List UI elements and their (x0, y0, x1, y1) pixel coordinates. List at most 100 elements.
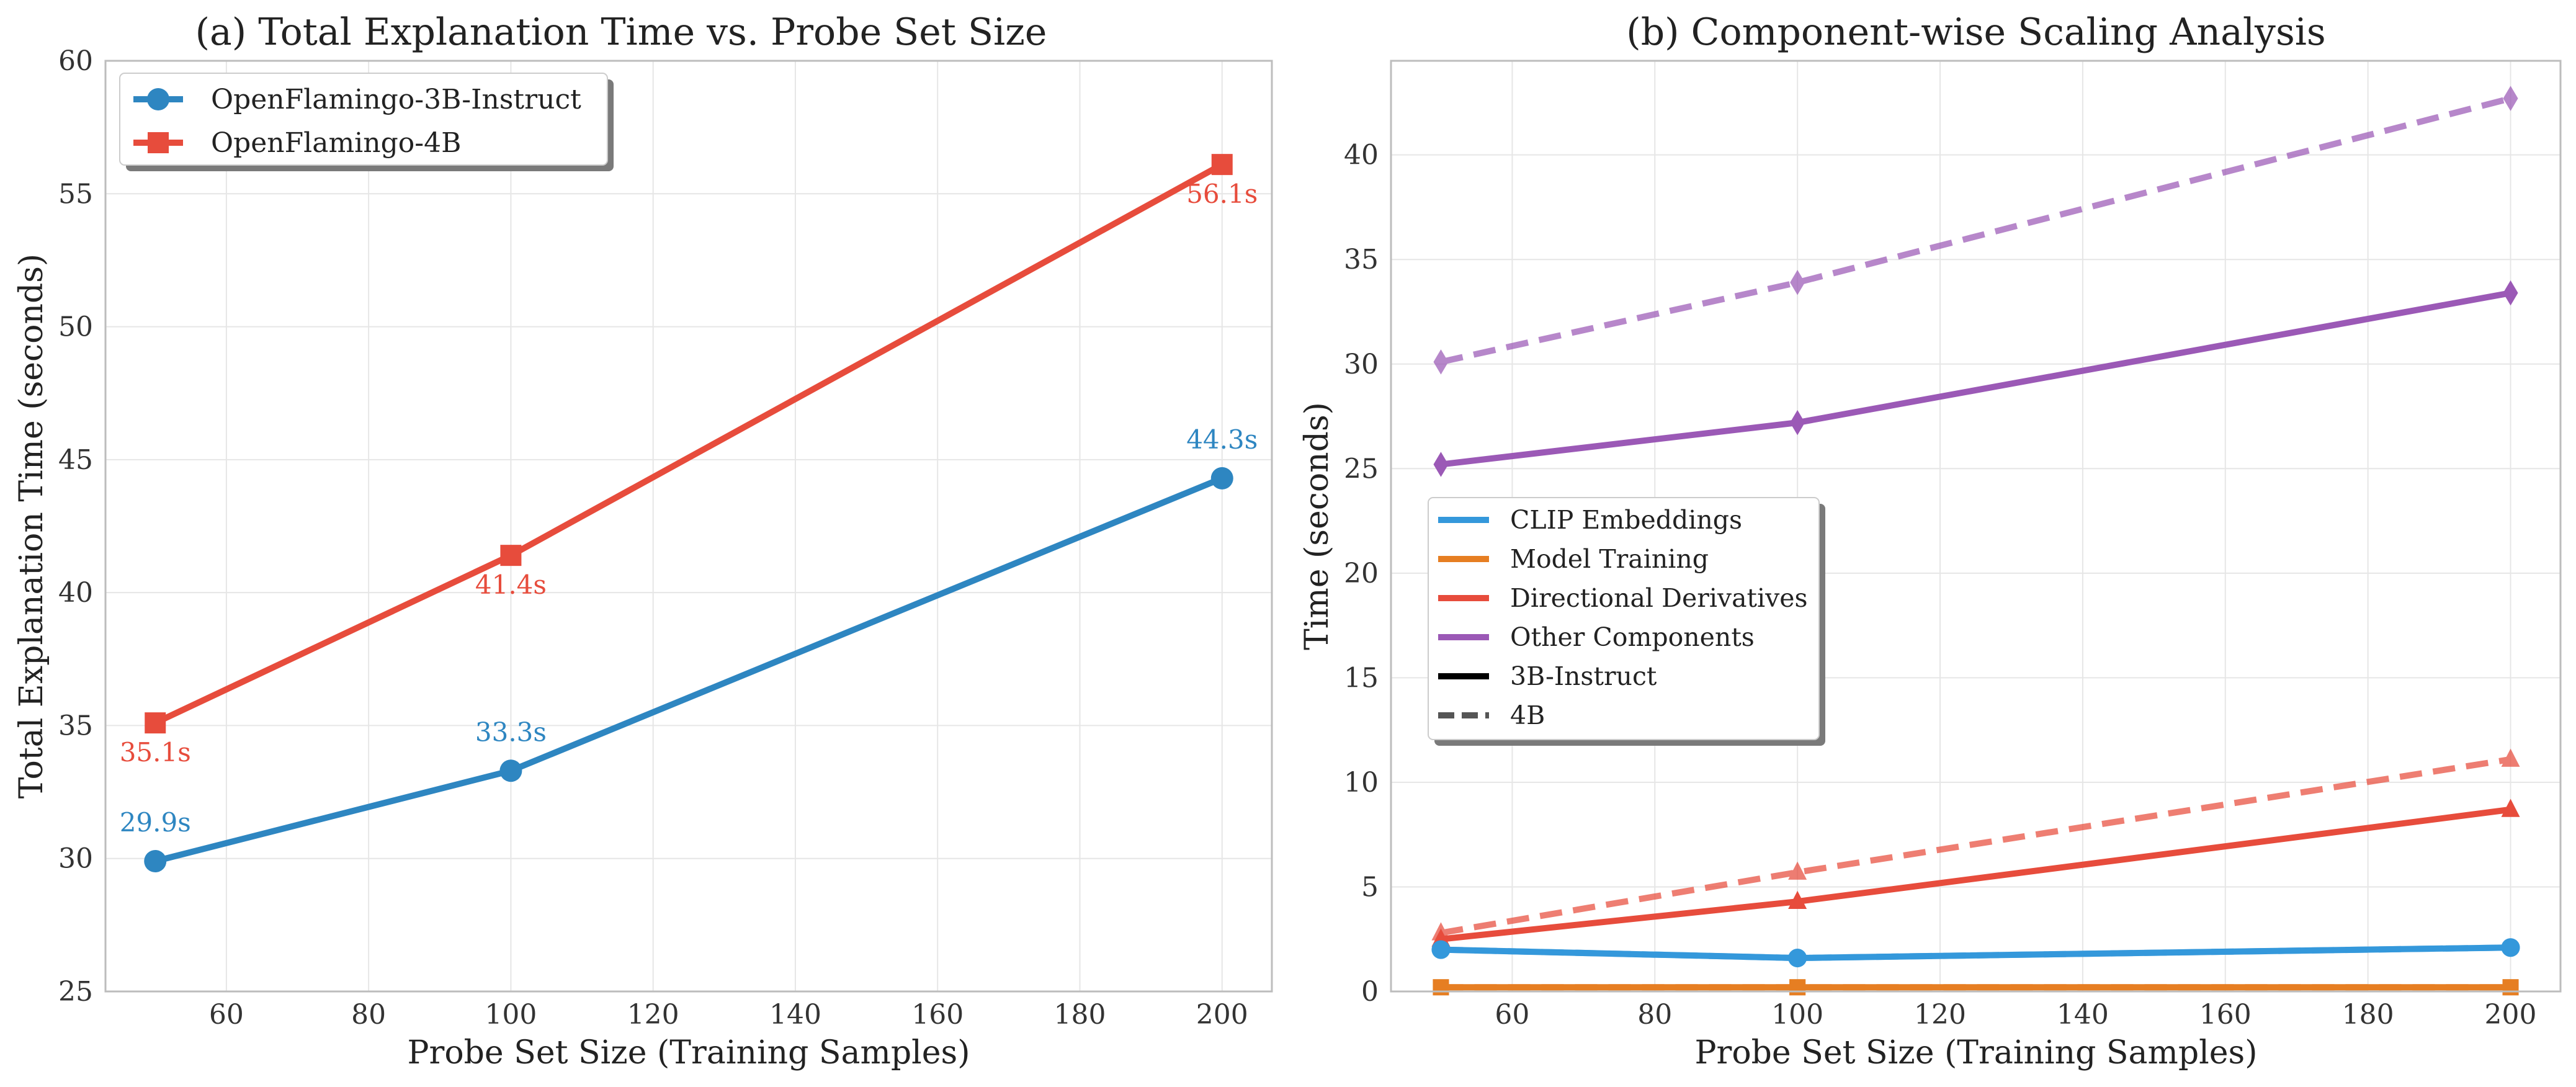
chart-a-legend: OpenFlamingo-3B-Instruct OpenFlamingo-4B (119, 73, 614, 171)
data-point (2501, 938, 2520, 957)
data-point (2501, 798, 2520, 817)
x-tick-label: 80 (1637, 999, 1672, 1031)
chart-b-series (1431, 86, 2520, 996)
data-point (1788, 890, 1807, 910)
data-label: 33.3s (475, 717, 547, 747)
y-tick-label: 0 (1361, 976, 1379, 1008)
legend-label: OpenFlamingo-3B-Instruct (211, 84, 581, 115)
data-point (1431, 940, 1451, 959)
legend-label: CLIP Embeddings (1510, 505, 1742, 535)
chart-b-y-axis-title: Time (seconds) (1299, 402, 1336, 650)
chart-a-legend-box (119, 73, 608, 166)
chart-b-x-ticks: 60 80 100 120 140 160 180 200 (1495, 999, 2536, 1031)
data-label: 56.1s (1186, 179, 1258, 209)
legend-label: Model Training (1510, 544, 1709, 574)
x-tick-label: 200 (2485, 999, 2537, 1031)
chart-a-x-axis-title: Probe Set Size (Training Samples) (407, 1034, 970, 1071)
y-tick-label: 55 (58, 178, 93, 210)
series-line (1440, 95, 2511, 365)
y-tick-label: 60 (58, 45, 93, 77)
data-point (2503, 86, 2518, 111)
chart-b-legend-box (1428, 497, 1820, 740)
data-point-openflamingo-3b-instruct (144, 850, 167, 872)
data-point-openflamingo-4b (145, 712, 166, 734)
y-tick-label: 15 (1344, 662, 1379, 694)
x-tick-label: 180 (1053, 999, 1106, 1031)
chart-a-plot-frame (104, 60, 1273, 993)
data-label: 44.3s (1186, 424, 1258, 455)
data-point-openflamingo-3b-instruct (499, 759, 522, 782)
y-tick-label: 25 (1344, 453, 1379, 485)
y-tick-label: 30 (58, 843, 93, 875)
data-point (2501, 748, 2520, 767)
y-tick-label: 25 (58, 976, 93, 1008)
chart-b-grid (1391, 61, 2560, 992)
series-line (1440, 756, 2511, 936)
y-tick-label: 50 (58, 311, 93, 343)
chart-b-legend-items: CLIP Embeddings Model Training Directional… (1438, 505, 1808, 730)
y-tick-label: 10 (1344, 767, 1379, 798)
data-point (1790, 270, 1805, 295)
data-point (1433, 452, 1449, 477)
x-tick-label: 60 (1495, 999, 1529, 1031)
data-point (1788, 861, 1807, 880)
series-model-training-3b-instruct (1433, 979, 2519, 996)
y-tick-label: 35 (1344, 244, 1379, 275)
y-tick-label: 40 (1344, 140, 1379, 171)
x-tick-label: 80 (351, 999, 386, 1031)
chart-a-y-ticks: 25 30 35 40 45 50 55 60 (58, 45, 93, 1008)
series-other-components-4b (1433, 86, 2518, 375)
data-point (1789, 979, 1806, 996)
legend-label: OpenFlamingo-4B (211, 127, 461, 159)
data-point (1433, 979, 1449, 996)
x-tick-label: 160 (2199, 999, 2252, 1031)
x-tick-label: 120 (1914, 999, 1966, 1031)
data-label: 41.4s (475, 570, 547, 600)
legend-label: Other Components (1510, 622, 1755, 652)
y-tick-label: 20 (1344, 558, 1379, 589)
x-tick-label: 180 (2342, 999, 2394, 1031)
legend-label: Directional Derivatives (1510, 583, 1808, 613)
y-tick-label: 40 (58, 577, 93, 609)
chart-b-title: (b) Component-wise Scaling Analysis (1626, 11, 2325, 54)
x-tick-label: 100 (1771, 999, 1823, 1031)
chart-b: (b) Component-wise Scaling Analysis 60 80… (1299, 11, 2562, 1071)
chart-a: (a) Total Explanation Time vs. Probe Set… (13, 11, 1273, 1071)
x-tick-label: 140 (2057, 999, 2109, 1031)
y-tick-label: 30 (1344, 349, 1379, 380)
legend-swatch-marker (148, 132, 169, 153)
x-tick-label: 100 (485, 999, 537, 1031)
legend-swatch-marker (147, 88, 169, 110)
data-label: 29.9s (120, 807, 191, 838)
chart-a-x-ticks: 60 80 100 120 140 160 180 200 (209, 999, 1248, 1031)
data-point-openflamingo-4b (500, 545, 522, 566)
data-point-openflamingo-4b (1211, 154, 1233, 176)
data-point (1790, 409, 1805, 436)
chart-b-legend: CLIP Embeddings Model Training Directional… (1428, 497, 1825, 746)
data-point (1433, 349, 1449, 375)
chart-a-data-labels: 29.9s 33.3s 44.3s 35.1s 41.4s 56.1s (120, 179, 1258, 838)
series-other-components-3b-instruct (1433, 280, 2518, 477)
data-point-openflamingo-3b-instruct (1210, 467, 1233, 490)
chart-b-plot-frame (1390, 60, 2562, 993)
x-tick-label: 140 (769, 999, 821, 1031)
x-tick-label: 60 (209, 999, 244, 1031)
legend-label: 4B (1510, 700, 1545, 730)
chart-a-title: (a) Total Explanation Time vs. Probe Set… (195, 11, 1047, 54)
data-label: 35.1s (120, 737, 191, 767)
data-point (2503, 280, 2518, 306)
x-tick-label: 120 (627, 999, 679, 1031)
data-point (1788, 949, 1807, 968)
legend-label: 3B-Instruct (1510, 661, 1657, 691)
y-tick-label: 5 (1361, 871, 1379, 903)
chart-a-y-axis-title: Total Explanation Time (seconds) (13, 254, 50, 798)
chart-b-x-axis-title: Probe Set Size (Training Samples) (1694, 1034, 2257, 1071)
x-tick-label: 160 (911, 999, 964, 1031)
series-clip-embeddings-3b-instruct (1431, 938, 2520, 968)
chart-a-legend-items: OpenFlamingo-3B-Instruct OpenFlamingo-4B (133, 84, 581, 159)
y-tick-label: 45 (58, 444, 93, 476)
data-point (2502, 979, 2519, 996)
chart-b-y-ticks: 0 5 10 15 20 25 30 35 40 (1344, 140, 1379, 1008)
